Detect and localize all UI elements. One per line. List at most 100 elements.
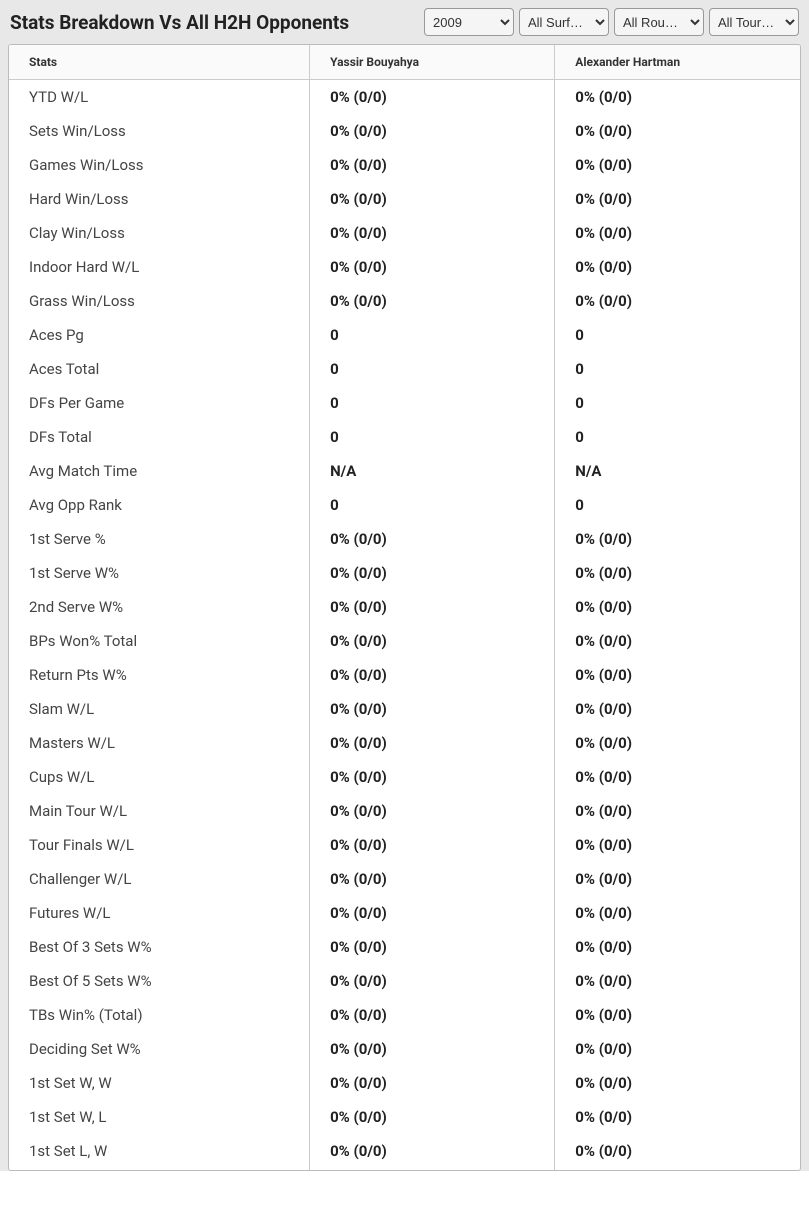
stat-label: YTD W/L [9, 80, 310, 115]
stat-label: Best Of 5 Sets W% [9, 964, 310, 998]
stat-value: 0% (0/0) [555, 726, 800, 760]
stat-value: 0% (0/0) [310, 522, 555, 556]
stat-value: 0 [555, 386, 800, 420]
stat-label: Main Tour W/L [9, 794, 310, 828]
stat-value: 0% (0/0) [555, 148, 800, 182]
year-select[interactable]: 2009 [424, 8, 514, 36]
table-row: Best Of 3 Sets W%0% (0/0)0% (0/0) [9, 930, 800, 964]
stat-label: Avg Opp Rank [9, 488, 310, 522]
stat-value: 0% (0/0) [555, 1100, 800, 1134]
stat-label: Cups W/L [9, 760, 310, 794]
stats-container: Stats Breakdown Vs All H2H Opponents 200… [0, 0, 809, 1171]
surface-select[interactable]: All Surf… [519, 8, 609, 36]
table-row: Main Tour W/L0% (0/0)0% (0/0) [9, 794, 800, 828]
stat-label: Games Win/Loss [9, 148, 310, 182]
stat-value: 0% (0/0) [310, 862, 555, 896]
filter-group: 2009 All Surf… All Rou… All Tour… [424, 8, 799, 36]
stat-value: 0% (0/0) [310, 760, 555, 794]
table-row: 1st Set W, L0% (0/0)0% (0/0) [9, 1100, 800, 1134]
stat-value: 0% (0/0) [310, 624, 555, 658]
stat-value: 0% (0/0) [310, 284, 555, 318]
stat-label: Aces Pg [9, 318, 310, 352]
stat-value: 0% (0/0) [555, 896, 800, 930]
stat-label: 1st Set L, W [9, 1134, 310, 1170]
stat-label: Deciding Set W% [9, 1032, 310, 1066]
stat-label: Best Of 3 Sets W% [9, 930, 310, 964]
stat-label: Return Pts W% [9, 658, 310, 692]
col-player2: Alexander Hartman [555, 45, 800, 80]
stat-label: DFs Per Game [9, 386, 310, 420]
stat-value: 0% (0/0) [555, 556, 800, 590]
stat-label: Masters W/L [9, 726, 310, 760]
stat-label: Indoor Hard W/L [9, 250, 310, 284]
table-row: YTD W/L0% (0/0)0% (0/0) [9, 80, 800, 115]
stats-table: Stats Yassir Bouyahya Alexander Hartman … [9, 45, 800, 1170]
tour-select[interactable]: All Tour… [709, 8, 799, 36]
table-row: Grass Win/Loss0% (0/0)0% (0/0) [9, 284, 800, 318]
stat-value: 0% (0/0) [310, 828, 555, 862]
table-row: Masters W/L0% (0/0)0% (0/0) [9, 726, 800, 760]
stat-label: Tour Finals W/L [9, 828, 310, 862]
stat-value: 0 [310, 352, 555, 386]
table-row: Aces Pg00 [9, 318, 800, 352]
stat-value: 0% (0/0) [555, 964, 800, 998]
stat-value: 0% (0/0) [310, 1134, 555, 1170]
table-row: 1st Set L, W0% (0/0)0% (0/0) [9, 1134, 800, 1170]
stat-value: 0 [555, 352, 800, 386]
stat-value: 0% (0/0) [555, 624, 800, 658]
stat-value: 0% (0/0) [555, 182, 800, 216]
stat-value: 0% (0/0) [555, 284, 800, 318]
table-row: 1st Serve %0% (0/0)0% (0/0) [9, 522, 800, 556]
stat-label: 1st Serve % [9, 522, 310, 556]
table-wrapper: Stats Yassir Bouyahya Alexander Hartman … [8, 44, 801, 1171]
stat-label: TBs Win% (Total) [9, 998, 310, 1032]
stat-value: 0% (0/0) [310, 80, 555, 115]
stat-value: 0 [555, 318, 800, 352]
stat-value: 0 [310, 420, 555, 454]
table-row: Deciding Set W%0% (0/0)0% (0/0) [9, 1032, 800, 1066]
stat-value: 0% (0/0) [555, 1032, 800, 1066]
stat-value: N/A [310, 454, 555, 488]
table-row: Slam W/L0% (0/0)0% (0/0) [9, 692, 800, 726]
stat-label: 1st Set W, L [9, 1100, 310, 1134]
table-row: Clay Win/Loss0% (0/0)0% (0/0) [9, 216, 800, 250]
stat-value: 0% (0/0) [310, 1032, 555, 1066]
table-header-row: Stats Yassir Bouyahya Alexander Hartman [9, 45, 800, 80]
table-row: Games Win/Loss0% (0/0)0% (0/0) [9, 148, 800, 182]
stat-value: 0% (0/0) [555, 114, 800, 148]
stat-label: Slam W/L [9, 692, 310, 726]
stat-value: 0% (0/0) [310, 556, 555, 590]
stat-label: Hard Win/Loss [9, 182, 310, 216]
stat-value: 0% (0/0) [555, 658, 800, 692]
stat-value: 0% (0/0) [310, 216, 555, 250]
stat-value: 0% (0/0) [310, 148, 555, 182]
stat-value: 0% (0/0) [555, 828, 800, 862]
stat-label: 1st Set W, W [9, 1066, 310, 1100]
table-row: Challenger W/L0% (0/0)0% (0/0) [9, 862, 800, 896]
round-select[interactable]: All Rou… [614, 8, 704, 36]
stat-value: 0 [310, 386, 555, 420]
stat-value: 0% (0/0) [310, 658, 555, 692]
stat-value: 0% (0/0) [310, 692, 555, 726]
col-player1: Yassir Bouyahya [310, 45, 555, 80]
stat-value: 0% (0/0) [310, 1066, 555, 1100]
table-row: Cups W/L0% (0/0)0% (0/0) [9, 760, 800, 794]
table-row: Avg Opp Rank00 [9, 488, 800, 522]
page-title: Stats Breakdown Vs All H2H Opponents [10, 11, 349, 34]
stat-value: 0% (0/0) [555, 1134, 800, 1170]
stat-value: 0% (0/0) [555, 80, 800, 115]
stat-value: 0% (0/0) [555, 794, 800, 828]
stat-value: 0% (0/0) [555, 590, 800, 624]
stat-value: 0% (0/0) [555, 930, 800, 964]
stat-value: 0% (0/0) [555, 692, 800, 726]
stat-value: 0% (0/0) [555, 216, 800, 250]
stat-value: 0% (0/0) [555, 760, 800, 794]
stat-value: 0% (0/0) [310, 896, 555, 930]
table-row: Hard Win/Loss0% (0/0)0% (0/0) [9, 182, 800, 216]
stat-label: Grass Win/Loss [9, 284, 310, 318]
stat-value: N/A [555, 454, 800, 488]
table-row: Return Pts W%0% (0/0)0% (0/0) [9, 658, 800, 692]
table-row: Aces Total00 [9, 352, 800, 386]
stat-value: 0% (0/0) [310, 250, 555, 284]
table-row: Best Of 5 Sets W%0% (0/0)0% (0/0) [9, 964, 800, 998]
